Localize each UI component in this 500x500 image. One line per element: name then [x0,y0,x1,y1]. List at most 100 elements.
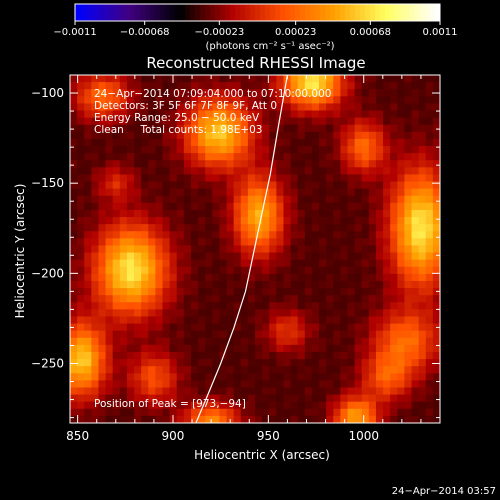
heatmap-cell [411,153,420,161]
heatmap-cell [390,224,398,232]
heatmap-cell [70,188,78,197]
heatmap-cell [148,195,156,204]
heatmap-cell [375,359,384,367]
heatmap-cell [98,359,106,367]
heatmap-cell [290,359,299,367]
heatmap-cell [134,160,142,168]
heatmap-cell [432,124,440,133]
heatmap-cell [411,359,420,367]
heatmap-cell [326,131,334,140]
colorbar-cell [320,4,326,21]
heatmap-cell [411,75,420,83]
heatmap-cell [255,359,263,367]
heatmap-cell [311,224,320,232]
heatmap-cell [148,266,156,275]
heatmap-cell [233,337,242,346]
heatmap-cell [183,366,192,374]
heatmap-cell [269,224,277,232]
heatmap-cell [247,124,256,133]
heatmap-cell [190,288,199,296]
heatmap-cell [77,224,85,232]
heatmap-cell [91,408,99,417]
heatmap-cell [354,387,363,395]
heatmap-cell [148,202,156,211]
heatmap-cell [340,380,348,388]
heatmap-cell [276,188,284,197]
heatmap-cell [297,316,306,324]
heatmap-cell [383,195,391,204]
heatmap-cell [255,89,263,97]
heatmap-cell [432,302,440,310]
heatmap-cell [176,167,185,175]
heatmap-cell [141,238,149,246]
heatmap-cell [304,146,313,154]
heatmap-cell [326,231,334,239]
heatmap-cell [119,195,128,204]
heatmap-cell [276,75,284,83]
heatmap-cell [411,146,420,154]
heatmap-cell [319,224,327,232]
heatmap-cell [404,181,412,190]
heatmap-cell [411,224,420,232]
heatmap-cell [368,380,377,388]
heatmap-cell [247,380,256,388]
heatmap-cell [368,273,377,282]
heatmap-cell [126,373,135,381]
heatmap-cell [269,245,277,253]
colorbar-cell [285,4,291,21]
heatmap-cell [141,124,149,133]
heatmap-cell [333,195,341,204]
heatmap-cell [262,309,270,317]
heatmap-cell [112,359,121,367]
heatmap-cell [383,174,391,182]
heatmap-cell [354,167,363,175]
heatmap-cell [198,202,206,211]
heatmap-cell [340,238,348,246]
heatmap-cell [84,259,92,268]
heatmap-cell [375,174,384,182]
heatmap-cell [77,238,85,246]
heatmap-cell [411,202,420,211]
heatmap-cell [77,309,85,317]
heatmap-cell [176,330,185,339]
heatmap-cell [269,316,277,324]
heatmap-cell [276,82,284,90]
heatmap-cell [91,380,99,388]
heatmap-cell [70,366,78,374]
heatmap-cell [383,252,391,261]
heatmap-cell [276,96,284,104]
y-tick-label: −250 [31,356,64,370]
heatmap-cell [98,259,106,268]
heatmap-cell [240,238,249,246]
heatmap-cell [333,188,341,197]
heatmap-cell [205,337,213,346]
heatmap-cell [432,366,440,374]
heatmap-cell [162,387,171,395]
heatmap-cell [205,138,213,147]
heatmap-cell [276,245,284,253]
heatmap-cell [283,231,291,239]
heatmap-cell [70,309,78,317]
heatmap-cell [91,245,99,253]
heatmap-cell [148,153,156,161]
heatmap-cell [162,344,171,353]
heatmap-cell [333,181,341,190]
heatmap-cell [155,295,163,303]
heatmap-cell [84,110,92,119]
heatmap-cell [219,96,227,104]
heatmap-cell [134,89,142,97]
heatmap-cell [240,316,249,324]
heatmap-cell [162,309,171,317]
heatmap-cell [319,366,327,374]
heatmap-cell [205,96,213,104]
heatmap-cell [262,217,270,225]
heatmap-cell [383,188,391,197]
heatmap-cell [354,238,363,246]
heatmap-cell [311,359,320,367]
heatmap-cell [112,181,121,190]
heatmap-cell [169,181,178,190]
heatmap-cell [162,373,171,381]
heatmap-cell [354,202,363,211]
heatmap-cell [390,415,398,423]
heatmap-cell [219,202,227,211]
